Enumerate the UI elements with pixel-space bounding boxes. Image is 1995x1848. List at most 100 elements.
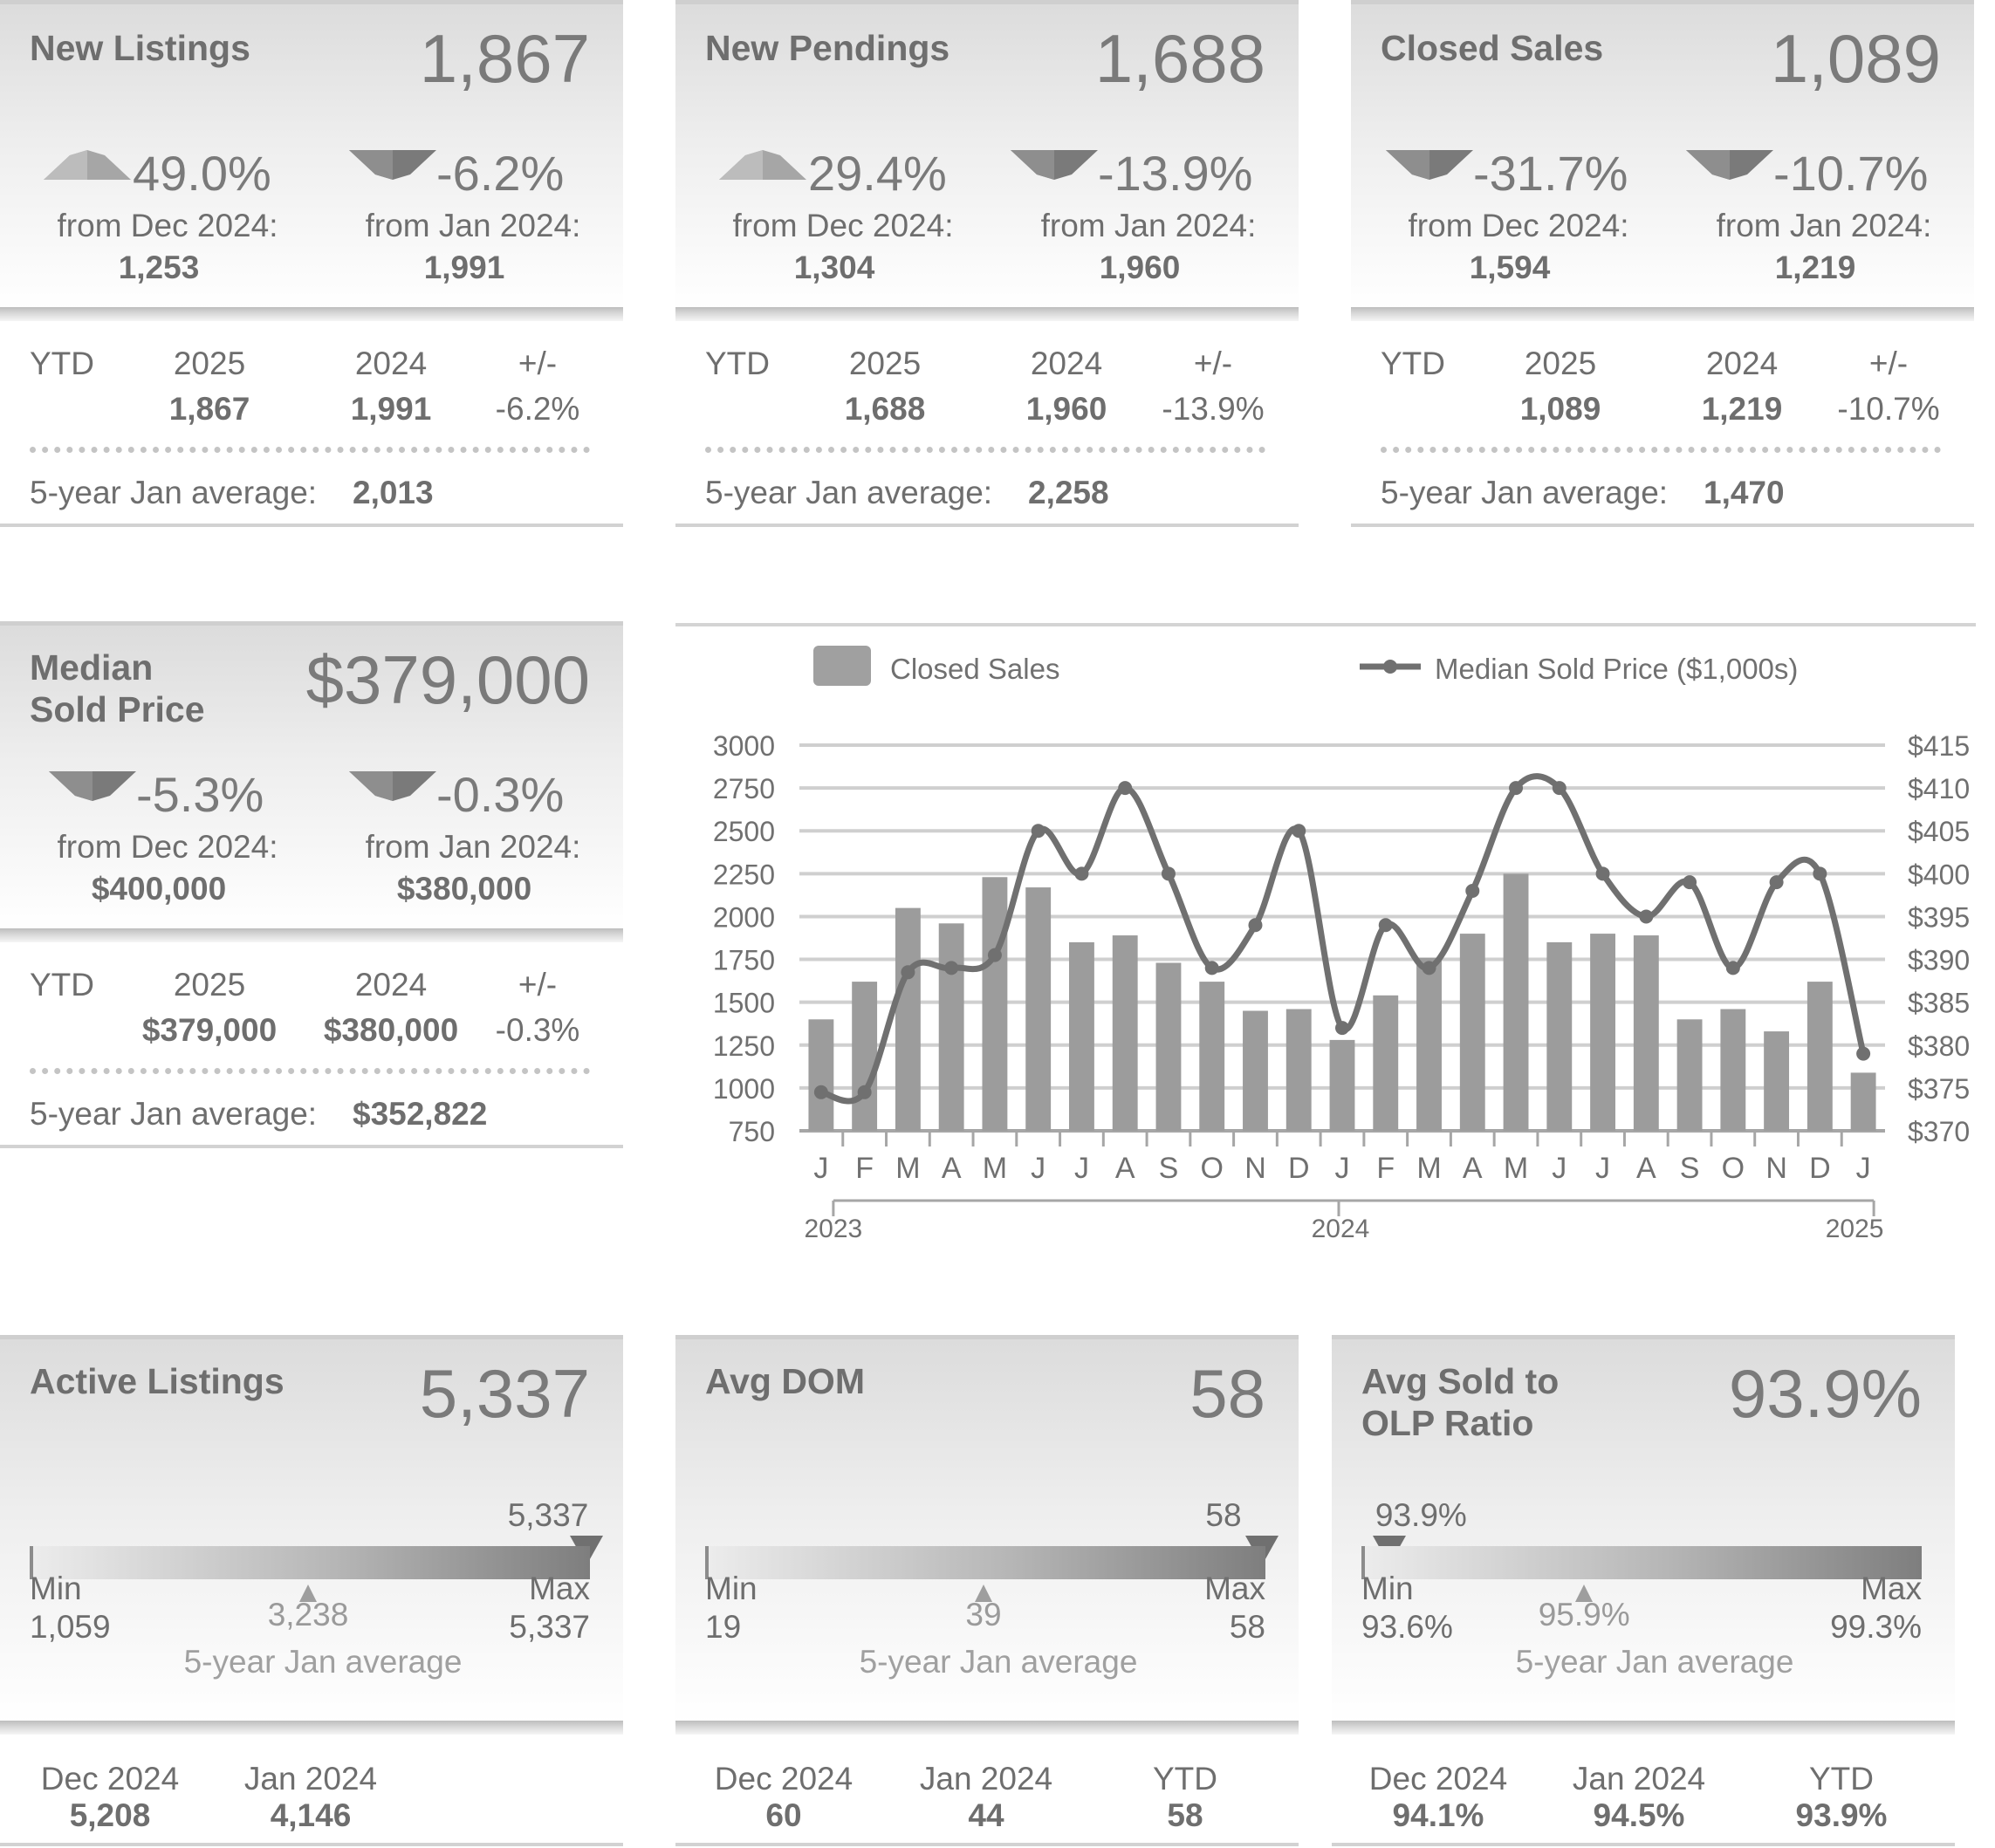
x-tick-label: A <box>1115 1152 1135 1185</box>
footer-value-2: 4,146 <box>270 1797 352 1833</box>
card-value: 93.9% <box>1728 1355 1922 1432</box>
ytd-label: YTD <box>1381 346 1445 381</box>
y-right-tick-label: $370 <box>1908 1116 1970 1147</box>
footer-label-3: YTD <box>1153 1761 1217 1797</box>
arrow-down-icon <box>49 771 136 805</box>
card-header <box>675 1335 1299 1723</box>
dotted-divider <box>705 447 1265 453</box>
ytd-v3: -0.3% <box>495 1012 580 1048</box>
average-marker-icon <box>1575 1584 1594 1602</box>
footer-value-1: 5,208 <box>69 1797 151 1833</box>
ytd-v3: -10.7% <box>1837 391 1940 427</box>
year-label: from Jan 2024: <box>365 829 581 865</box>
ytd-h2: 2024 <box>1030 346 1103 381</box>
ytd-v1: 1,089 <box>1519 391 1601 427</box>
y-right-tick-label: $400 <box>1908 859 1970 890</box>
shelf-divider <box>0 307 623 321</box>
x-tick-label: D <box>1288 1152 1310 1185</box>
card-title-line2: OLP Ratio <box>1361 1403 1534 1443</box>
arrow-down-icon <box>1386 150 1473 184</box>
card-header <box>1332 1335 1955 1723</box>
median-price-point <box>1683 875 1697 890</box>
y-right-tick-label: $410 <box>1908 773 1970 804</box>
average-caption: 5-year Jan average <box>183 1644 463 1680</box>
closed-sales-bar <box>1285 1009 1312 1131</box>
closed-sales-bar <box>1069 941 1094 1131</box>
average-value: 39 <box>965 1597 1002 1632</box>
year-value: 1,960 <box>1099 250 1181 285</box>
avg-dom-card: Avg DOM 58 58 39 Min 19 Max 58 5-year Ja… <box>675 1335 1299 1848</box>
closed-sales-bar <box>1025 887 1052 1131</box>
range-gauge: 5,337 3,238 <box>30 1497 603 1637</box>
ytd-label: YTD <box>705 346 770 381</box>
y-left-tick-label: 750 <box>729 1116 775 1147</box>
legend-bar-label: Closed Sales <box>890 653 1059 685</box>
y-left-tick-label: 2500 <box>713 816 775 847</box>
median-price-point <box>1856 1046 1871 1061</box>
arrow-down-icon <box>1011 150 1098 184</box>
ytd-label: YTD <box>30 346 94 381</box>
arrow-down-icon <box>1686 150 1773 184</box>
year-label: from Jan 2024: <box>365 208 581 243</box>
month-label: from Dec 2024: <box>57 829 278 865</box>
min-label: Min <box>1361 1571 1414 1606</box>
y-right-tick-label: $375 <box>1908 1073 1970 1105</box>
bottom-rule <box>675 1843 1299 1846</box>
change-month: -5.3% <box>136 767 264 822</box>
x-tick-label: M <box>1504 1152 1528 1185</box>
avg-value: 1,470 <box>1704 475 1785 510</box>
ytd-h2: 2024 <box>354 967 428 1003</box>
median-price-point <box>1769 875 1784 890</box>
card-title: New Listings <box>30 28 250 68</box>
closed-sales-bar <box>982 877 1008 1131</box>
footer-label-2: Jan 2024 <box>1572 1761 1706 1797</box>
closed-sales-bar <box>1806 982 1833 1131</box>
card-value: 1,867 <box>419 20 590 97</box>
change-month: -31.7% <box>1473 146 1628 201</box>
avg-value: 2,013 <box>353 475 434 510</box>
max-value: 5,337 <box>509 1609 590 1645</box>
avg-label: 5-year Jan average: <box>30 1096 318 1132</box>
avg-value: 2,258 <box>1028 475 1109 510</box>
median-price-point <box>1552 781 1567 796</box>
min-label: Min <box>30 1571 82 1606</box>
footer-value-2: 44 <box>968 1797 1004 1833</box>
current-value-label: 93.9% <box>1375 1497 1467 1533</box>
month-label: from Dec 2024: <box>1408 208 1629 243</box>
ytd-v2: 1,219 <box>1701 391 1783 427</box>
current-value-label: 5,337 <box>507 1497 589 1533</box>
x-tick-label: M <box>1416 1152 1441 1185</box>
card-title-line2: Sold Price <box>30 689 205 729</box>
median-price-point <box>1378 918 1393 933</box>
max-label: Max <box>529 1571 590 1606</box>
average-value: 95.9% <box>1538 1597 1630 1632</box>
closed-sales-bar <box>1590 934 1615 1131</box>
year-label: 2024 <box>1312 1215 1370 1243</box>
y-right-tick-label: $385 <box>1908 988 1970 1019</box>
median-price-point <box>813 1085 828 1099</box>
range-gauge: 93.9% 95.9% <box>1361 1497 1922 1637</box>
shelf-divider <box>0 1721 623 1735</box>
legend-line-marker <box>1383 660 1397 674</box>
year-label: 2023 <box>805 1215 863 1243</box>
year-value: 1,991 <box>423 250 505 285</box>
shelf-divider <box>1351 307 1974 321</box>
y-left-tick-label: 1500 <box>713 988 775 1019</box>
current-value-label: 58 <box>1205 1497 1242 1533</box>
y-left-tick-label: 1250 <box>713 1030 775 1062</box>
closed-sales-bar <box>1676 1019 1703 1131</box>
y-left-tick-label: 2000 <box>713 901 775 933</box>
median-price-point <box>1335 1021 1349 1036</box>
ytd-v3: -13.9% <box>1162 391 1265 427</box>
x-tick-label: J <box>1031 1152 1045 1185</box>
ytd-h3: +/- <box>1193 346 1233 381</box>
x-tick-label: O <box>1722 1152 1745 1185</box>
bottom-rule <box>1351 524 1974 527</box>
new-pendings-card: New Pendings 1,688 29.4% -13.9% from Dec… <box>675 0 1299 530</box>
avg-label: 5-year Jan average: <box>1381 475 1669 510</box>
card-header <box>0 1335 623 1723</box>
dotted-divider <box>30 447 590 453</box>
median-price-point <box>857 1085 872 1099</box>
shelf-divider <box>675 307 1299 321</box>
ytd-h3: +/- <box>518 967 558 1003</box>
